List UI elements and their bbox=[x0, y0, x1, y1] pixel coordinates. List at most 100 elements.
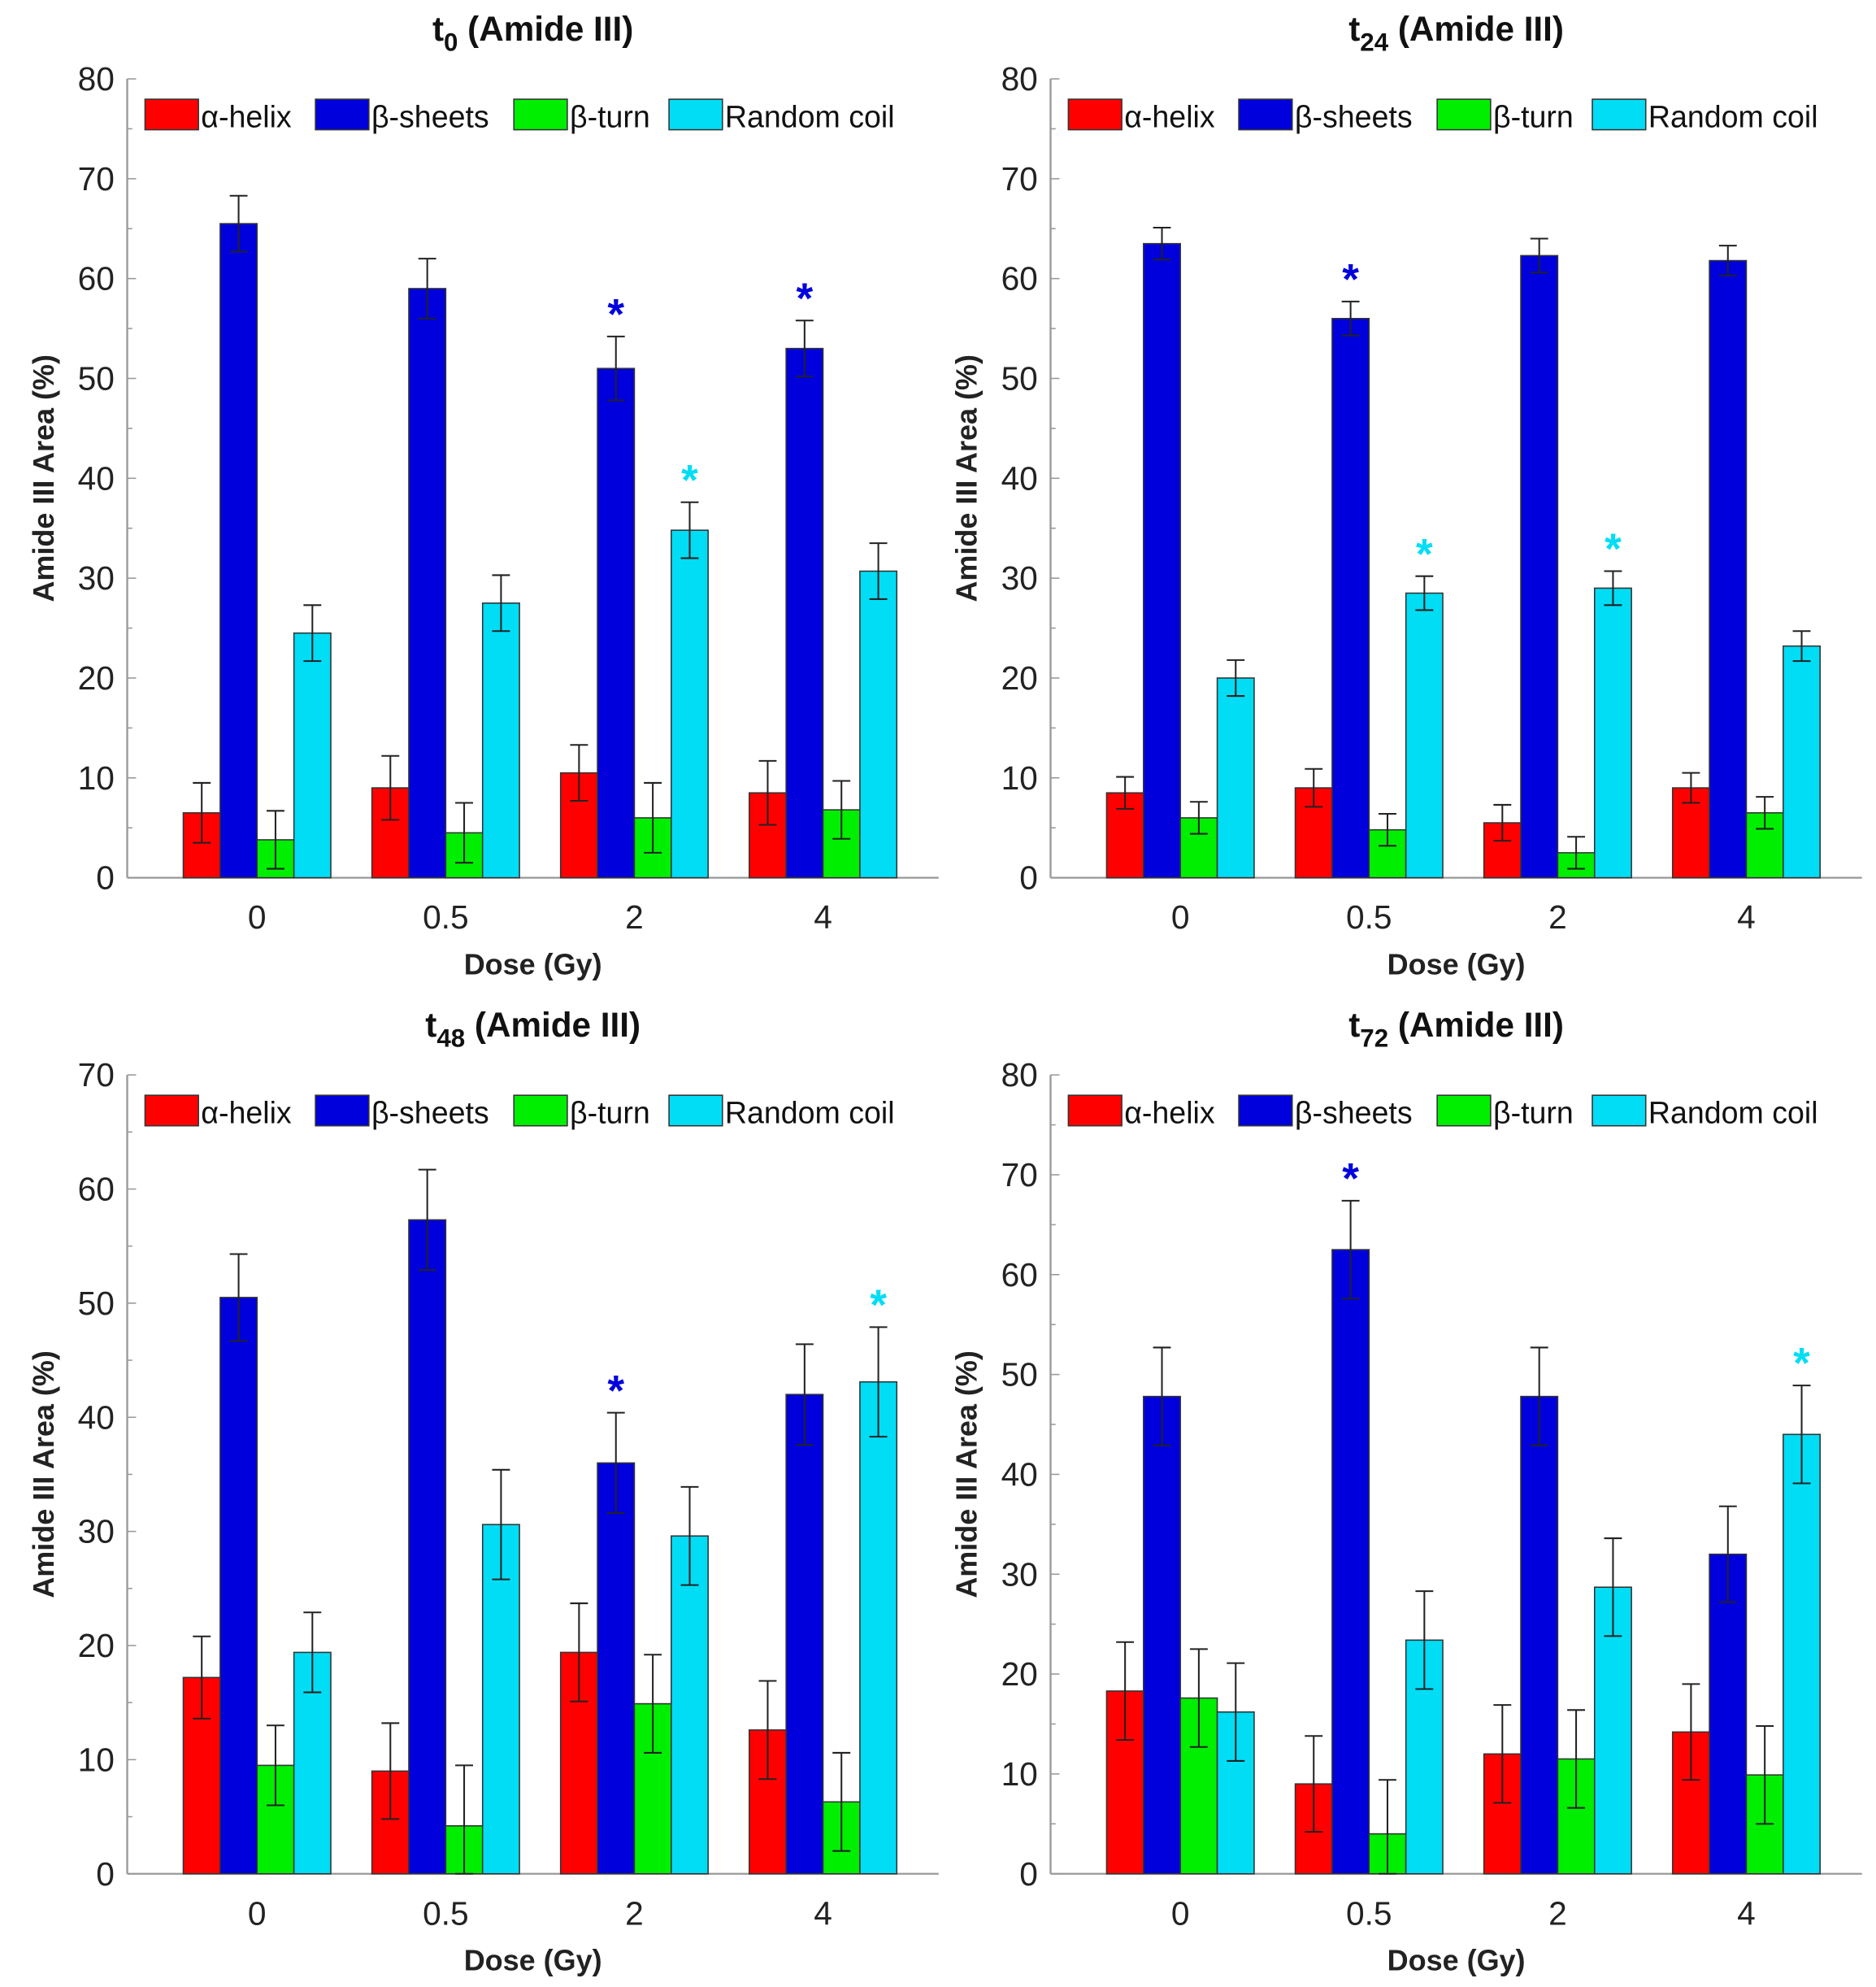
legend-swatch bbox=[1592, 98, 1647, 131]
legend-swatch bbox=[1067, 1094, 1123, 1127]
legend-swatch bbox=[1436, 1094, 1492, 1127]
chart-title: t48 (Amide III) bbox=[425, 1006, 641, 1053]
legend-swatch bbox=[1238, 1094, 1293, 1127]
y-tick-label: 0 bbox=[1019, 1855, 1038, 1893]
legend-swatch bbox=[513, 98, 568, 131]
y-tick-label: 70 bbox=[1001, 160, 1038, 198]
legend-swatch bbox=[1238, 98, 1293, 131]
significance-star: * bbox=[1342, 256, 1359, 304]
significance-star: * bbox=[1793, 1340, 1810, 1388]
legend-swatch bbox=[1592, 1094, 1647, 1127]
bar--sheets bbox=[408, 1219, 447, 1875]
bar--sheets bbox=[219, 223, 258, 879]
y-tick-label: 30 bbox=[78, 1513, 115, 1550]
bar-random-coil bbox=[1405, 592, 1444, 879]
title-subscript: 24 bbox=[1360, 28, 1388, 57]
bar-random-coil bbox=[859, 570, 898, 879]
y-tick-label: 70 bbox=[1001, 1156, 1038, 1194]
y-tick-label: 20 bbox=[1001, 659, 1038, 697]
legend-swatch bbox=[668, 1094, 723, 1127]
y-tick-label: 50 bbox=[1001, 360, 1038, 398]
y-tick-label: 60 bbox=[1001, 260, 1038, 298]
x-tick-label: 2 bbox=[1548, 898, 1567, 936]
bar--sheets bbox=[785, 347, 824, 879]
bar-random-coil bbox=[671, 1535, 709, 1875]
bar-random-coil bbox=[293, 632, 332, 879]
legend-swatch bbox=[144, 98, 199, 131]
y-tick-label: 30 bbox=[1001, 559, 1038, 597]
y-tick-label: 60 bbox=[78, 260, 115, 298]
bar--sheets bbox=[1709, 259, 1748, 879]
legend-swatch bbox=[315, 1094, 370, 1127]
significance-star: * bbox=[796, 275, 813, 323]
legend-label: β-sheets bbox=[371, 99, 489, 133]
x-tick-label: 0.5 bbox=[423, 898, 469, 936]
bar--sheets bbox=[1143, 242, 1181, 879]
chart-title: t72 (Amide III) bbox=[1348, 1006, 1564, 1053]
x-axis-label: Dose (Gy) bbox=[464, 1944, 602, 1977]
y-axis-label: Amide III Area (%) bbox=[950, 354, 984, 602]
title-subscript: 72 bbox=[1360, 1024, 1388, 1053]
y-tick-label: 10 bbox=[1001, 1755, 1038, 1793]
y-tick-label: 60 bbox=[1001, 1256, 1038, 1294]
bar-random-coil bbox=[1783, 1433, 1822, 1875]
x-tick-label: 0 bbox=[1171, 898, 1190, 936]
x-tick-label: 4 bbox=[814, 1894, 832, 1932]
bar--sheets bbox=[408, 288, 447, 879]
x-tick-label: 0.5 bbox=[423, 1894, 469, 1932]
legend-swatch bbox=[144, 1094, 199, 1127]
y-tick-label: 20 bbox=[78, 659, 115, 697]
x-tick-label: 4 bbox=[1737, 898, 1756, 936]
y-tick-label: 10 bbox=[1001, 759, 1038, 797]
legend-label: α-helix bbox=[201, 1096, 292, 1130]
y-tick-label: 80 bbox=[1001, 1056, 1038, 1094]
y-tick-label: 30 bbox=[78, 559, 115, 597]
significance-star: * bbox=[607, 1367, 624, 1415]
y-tick-label: 70 bbox=[78, 1056, 115, 1094]
bar--sheets bbox=[785, 1394, 824, 1875]
bar-random-coil bbox=[671, 529, 709, 879]
title-rest: (Amide III) bbox=[458, 10, 633, 48]
bar-random-coil bbox=[1216, 677, 1255, 879]
legend-label: α-helix bbox=[1124, 1096, 1215, 1130]
y-axis-label: Amide III Area (%) bbox=[27, 354, 60, 602]
x-tick-label: 0 bbox=[248, 1894, 267, 1932]
x-tick-label: 4 bbox=[1737, 1894, 1756, 1932]
y-tick-label: 40 bbox=[1001, 1456, 1038, 1494]
y-tick-label: 20 bbox=[1001, 1655, 1038, 1693]
legend-label: Random coil bbox=[725, 1096, 895, 1130]
y-tick-label: 0 bbox=[1019, 859, 1038, 897]
significance-star: * bbox=[1416, 530, 1433, 578]
bar--sheets bbox=[1520, 254, 1559, 879]
x-tick-label: 2 bbox=[625, 898, 644, 936]
x-axis-label: Dose (Gy) bbox=[1387, 1944, 1526, 1977]
legend-label: Random coil bbox=[725, 99, 895, 133]
bar--sheets bbox=[1331, 1249, 1370, 1875]
title-main: t bbox=[432, 10, 444, 48]
y-tick-label: 40 bbox=[1001, 459, 1038, 497]
y-tick-label: 10 bbox=[78, 759, 115, 797]
bar--sheets bbox=[1709, 1553, 1748, 1875]
legend-swatch bbox=[1436, 98, 1492, 131]
legend-label: β-turn bbox=[570, 1096, 650, 1130]
title-rest: (Amide III) bbox=[1388, 1006, 1564, 1044]
legend-label: β-sheets bbox=[1295, 1096, 1413, 1130]
x-tick-label: 2 bbox=[1548, 1894, 1567, 1932]
legend-label: Random coil bbox=[1648, 1096, 1818, 1130]
y-tick-label: 0 bbox=[96, 1855, 115, 1893]
y-tick-label: 50 bbox=[78, 1285, 115, 1322]
y-tick-label: 40 bbox=[78, 1398, 115, 1436]
y-tick-label: 50 bbox=[78, 360, 115, 398]
y-tick-label: 40 bbox=[78, 459, 115, 497]
bar--sheets bbox=[1331, 318, 1370, 879]
legend-label: β-turn bbox=[1493, 1096, 1574, 1130]
bar-random-coil bbox=[293, 1651, 332, 1875]
significance-star: * bbox=[607, 291, 624, 339]
bar-random-coil bbox=[859, 1380, 898, 1875]
x-tick-label: 0 bbox=[248, 898, 267, 936]
x-axis-label: Dose (Gy) bbox=[1387, 948, 1526, 981]
legend-label: β-sheets bbox=[371, 1096, 489, 1130]
